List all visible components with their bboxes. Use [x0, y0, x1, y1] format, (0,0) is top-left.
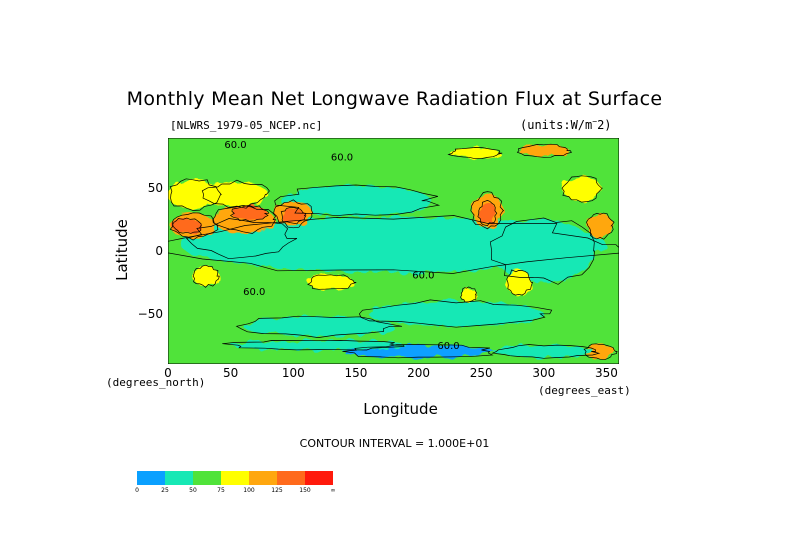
- units-label: (units:W/m−2): [520, 117, 612, 132]
- field-region: [243, 316, 394, 337]
- contour-line: [489, 217, 595, 285]
- legend-swatch: [305, 471, 333, 485]
- contour-line: [477, 200, 498, 227]
- legend-label: 150: [299, 487, 311, 494]
- legend-label: 100: [243, 487, 255, 494]
- contour-line: [470, 191, 505, 230]
- field-region: [308, 274, 354, 290]
- legend-swatch: [165, 471, 193, 485]
- legend-swatch: [221, 471, 249, 485]
- field-region: [461, 287, 477, 303]
- field-region: [193, 266, 219, 287]
- field-region: [493, 219, 594, 283]
- contour-line: [229, 205, 270, 222]
- field-region: [368, 301, 544, 327]
- contour-line: [460, 286, 477, 303]
- x-tick-label: 250: [469, 366, 493, 380]
- contour-line: [222, 340, 405, 351]
- contour-map: 60.0 60.0 60.0 60.0 60.0: [168, 138, 619, 364]
- x-units-label: (degrees_east): [538, 384, 631, 397]
- field-region: [280, 208, 306, 224]
- y-tick-label: 50: [147, 181, 163, 196]
- y-tick-label: 0: [155, 244, 163, 258]
- field-region: [478, 202, 497, 225]
- y-tick-labels: 50 0 −50: [110, 0, 163, 558]
- contour-line: [342, 344, 494, 359]
- contour-line: [491, 344, 601, 359]
- contour-line: [235, 315, 403, 338]
- contour-line: [212, 205, 277, 234]
- contour-label: 60.0: [412, 271, 434, 282]
- color-legend-labels: 0 25 50 75 100 125 150 ∞: [135, 487, 337, 497]
- chart-title: Monthly Mean Net Longwave Radiation Flux…: [126, 88, 663, 110]
- field-region: [506, 269, 532, 295]
- contour-line: [358, 299, 553, 328]
- field-region: [562, 175, 601, 201]
- legend-label: 0: [135, 487, 139, 494]
- field-region: [171, 218, 202, 234]
- contour-line: [280, 207, 307, 225]
- x-axis-label: Longitude: [363, 400, 438, 418]
- field-region: [449, 148, 500, 159]
- contour-line: [168, 215, 619, 274]
- legend-label: 75: [217, 487, 225, 494]
- contour-line: [273, 199, 314, 229]
- contour-line: [516, 143, 572, 158]
- y-tick-label: −50: [137, 306, 163, 321]
- x-tick-label: 0: [164, 366, 172, 380]
- contour-label: 60.0: [224, 140, 246, 151]
- legend-label: 125: [271, 487, 283, 494]
- contour-line: [561, 175, 603, 203]
- contour-label: 60.0: [331, 153, 353, 164]
- contour-line: [307, 274, 357, 290]
- contour-line: [172, 217, 202, 234]
- contour-line: [447, 147, 503, 160]
- contour-label: 60.0: [437, 341, 459, 352]
- contour-interval-note: CONTOUR INTERVAL = 1.000E+01: [299, 437, 490, 450]
- x-tick-label: 300: [532, 366, 556, 380]
- dataset-filename: [NLWRS_1979-05_NCEP.nc]: [170, 119, 323, 132]
- contour-line: [185, 218, 298, 260]
- x-tick-label: 350: [595, 366, 618, 380]
- legend-label: 50: [189, 487, 197, 494]
- field-region: [168, 179, 219, 210]
- field-region: [205, 181, 269, 208]
- field-region: [493, 345, 594, 358]
- legend-label: ∞: [330, 487, 336, 494]
- contour-line: [192, 264, 220, 288]
- x-tick-label: 150: [344, 366, 368, 380]
- legend-swatch: [277, 471, 305, 485]
- x-tick-label: 100: [281, 366, 305, 380]
- field-region: [518, 144, 569, 157]
- contour-line: [201, 179, 270, 209]
- contour-label: 60.0: [243, 287, 265, 298]
- legend-swatch: [249, 471, 277, 485]
- contour-line: [586, 212, 615, 240]
- legend-label: 25: [161, 487, 169, 494]
- field-region: [587, 213, 613, 239]
- color-legend: [137, 471, 333, 490]
- contour-line: [169, 178, 222, 211]
- contour-line: [583, 343, 618, 361]
- legend-swatch: [193, 471, 221, 485]
- contour-line: [274, 184, 441, 217]
- x-tick-label: 50: [222, 366, 239, 380]
- field-region: [280, 185, 432, 216]
- contour-line: [506, 269, 533, 296]
- legend-swatch: [137, 471, 165, 485]
- y-units-label: (degrees_north): [106, 376, 206, 389]
- x-tick-label: 200: [407, 366, 430, 380]
